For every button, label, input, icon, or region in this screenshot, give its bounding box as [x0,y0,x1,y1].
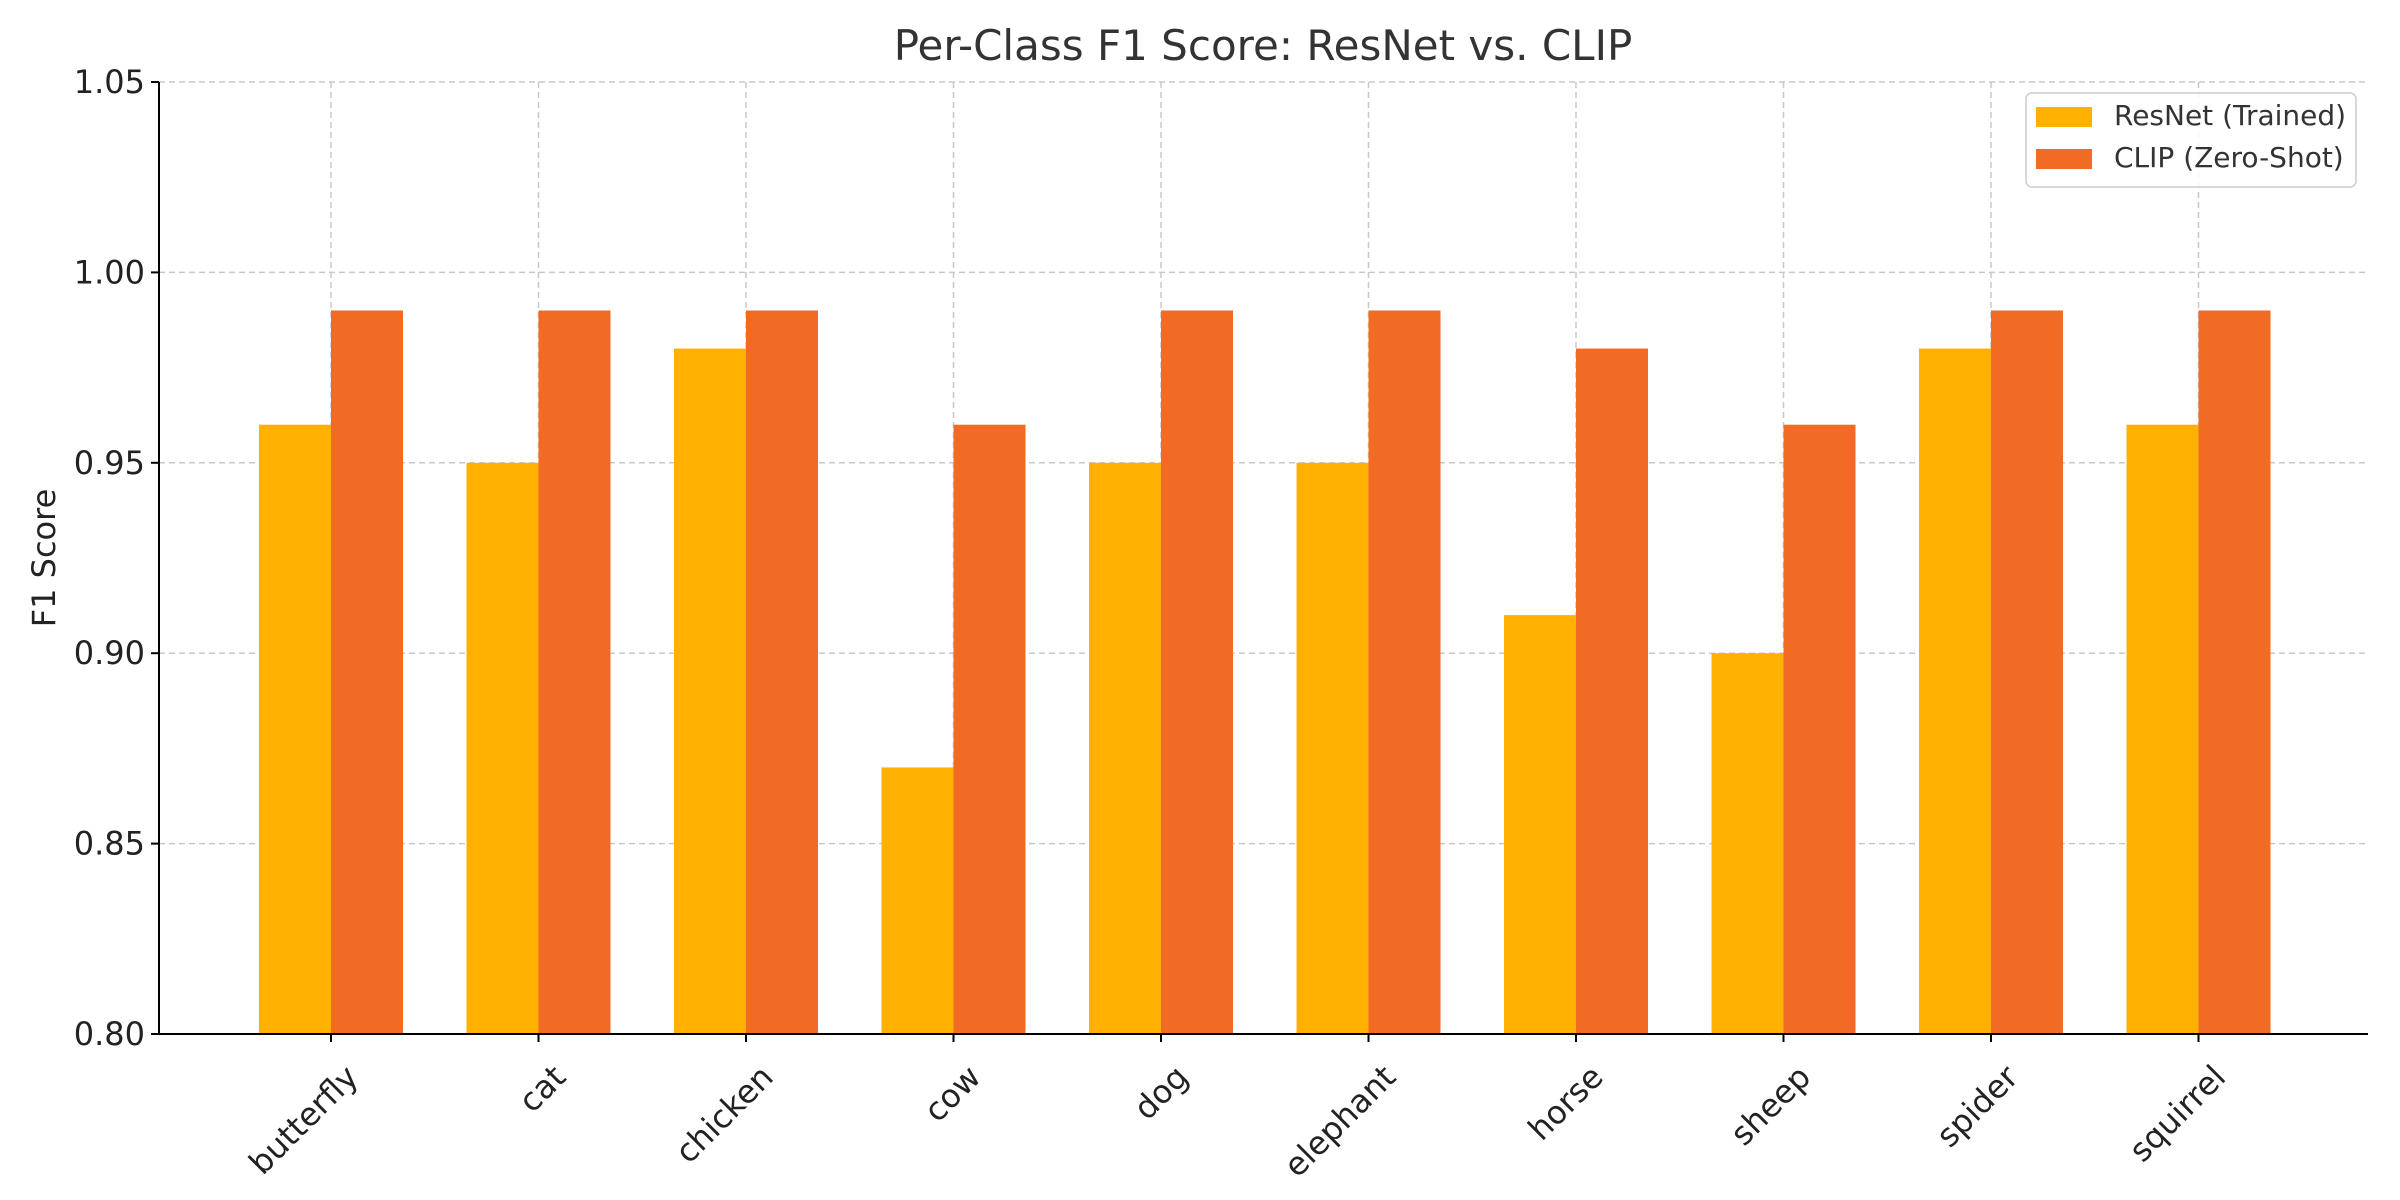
bar-resnet-sheep [1711,653,1784,1034]
y-tick-label: 0.85 [74,825,145,863]
axes [158,82,2368,1035]
y-ticks: 0.80 0.85 0.90 0.95 1.00 1.05 [74,63,159,1053]
y-tick-label: 1.00 [74,253,145,291]
y-tick-label: 0.95 [74,444,145,482]
bar-clip-spider [1991,310,2063,1035]
bar-clip-dog [1161,310,1233,1035]
chart-title: Per-Class F1 Score: ResNet vs. CLIP [894,21,1633,70]
bar-clip-squirrel [2198,310,2271,1035]
legend-swatch [2036,149,2092,169]
legend-label: CLIP (Zero-Shot) [2114,141,2344,174]
bar-clip-horse [1576,348,1648,1034]
bar-clip-elephant [1368,310,1441,1035]
bar-clip-butterfly [331,310,403,1035]
bar-clip-cat [538,310,611,1035]
bar-resnet-spider [1919,348,1991,1034]
bar-resnet-squirrel [2126,424,2199,1035]
bar-resnet-butterfly [259,424,331,1035]
bar-resnet-dog [1089,462,1161,1034]
bar-resnet-elephant [1296,462,1369,1034]
y-tick-label: 1.05 [74,63,145,101]
bar-clip-sheep [1783,424,1856,1035]
legend-swatch [2036,107,2092,127]
bars [259,310,2271,1035]
bar-resnet-cat [466,462,539,1034]
bar-resnet-cow [881,767,954,1034]
bar-clip-cow [953,424,1026,1035]
y-tick-label: 0.80 [74,1015,145,1053]
y-axis-label: F1 Score [25,489,63,628]
legend-box [2025,92,2357,188]
bar-clip-chicken [746,310,818,1035]
legend-label: ResNet (Trained) [2114,99,2346,132]
bar-resnet-horse [1504,615,1576,1034]
bar-resnet-chicken [674,348,746,1034]
legend: ResNet (Trained) CLIP (Zero-Shot) [2025,92,2357,188]
y-tick-label: 0.90 [74,634,145,672]
